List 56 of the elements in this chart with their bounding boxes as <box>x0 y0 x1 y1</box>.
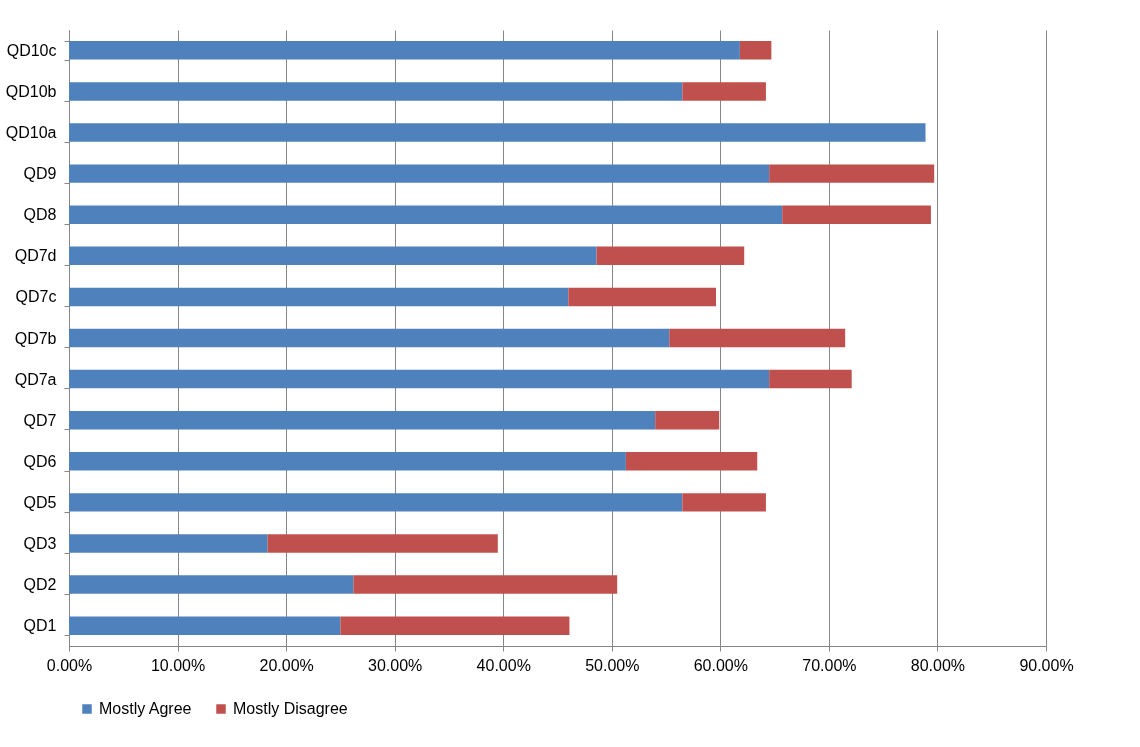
bar <box>669 328 846 348</box>
x-tick-label: 60.00% <box>693 656 748 674</box>
y-tick-label: QD7b <box>14 329 57 347</box>
y-tick-label: QD3 <box>23 534 57 552</box>
bar <box>769 164 935 183</box>
bar <box>739 41 772 60</box>
x-tick-label: 90.00% <box>1019 656 1074 674</box>
bar <box>69 123 926 142</box>
bar <box>267 534 498 553</box>
bar <box>69 493 683 512</box>
bar <box>69 616 341 635</box>
y-tick-label: QD8 <box>23 206 57 224</box>
x-tick-label: 80.00% <box>910 656 966 674</box>
bar <box>69 328 670 348</box>
bar <box>69 575 354 594</box>
x-tick-label: 70.00% <box>802 656 857 674</box>
legend-label: Mostly Agree <box>99 700 192 717</box>
bar <box>655 410 720 430</box>
y-tick-label: QD9 <box>23 165 57 183</box>
y-tick-label: QD10a <box>5 124 57 142</box>
x-tick-label: 10.00% <box>150 656 206 674</box>
y-tick-label: QD10c <box>6 41 57 59</box>
bar <box>596 246 745 266</box>
bar <box>69 410 656 430</box>
bar <box>69 534 268 553</box>
x-tick-label: 50.00% <box>585 656 640 674</box>
bar <box>69 287 569 307</box>
bar <box>353 575 618 594</box>
legend-label: Mostly Disagree <box>233 700 348 717</box>
y-tick-label: QD2 <box>23 576 57 594</box>
y-tick-label: QD1 <box>23 617 57 635</box>
bar <box>682 82 766 101</box>
x-tick-label: 30.00% <box>368 656 423 674</box>
bar <box>769 369 852 389</box>
bar <box>69 246 597 266</box>
bar <box>69 205 783 224</box>
y-tick-label: QD10b <box>5 82 57 100</box>
y-tick-label: QD6 <box>23 452 57 470</box>
y-tick-label: QD7 <box>23 411 57 429</box>
bar <box>625 452 758 471</box>
bar <box>568 287 716 307</box>
y-tick-label: QD7d <box>14 247 57 265</box>
bar <box>69 164 770 183</box>
bar <box>782 205 931 224</box>
y-tick-label: QD5 <box>23 493 57 511</box>
bar <box>69 369 770 389</box>
bar <box>340 616 570 635</box>
y-tick-label: QD7a <box>14 370 57 388</box>
bar <box>69 41 740 60</box>
x-tick-label: 20.00% <box>259 656 314 674</box>
bar <box>69 82 683 101</box>
y-tick-label: QD7c <box>15 288 57 306</box>
x-tick-label: 0.00% <box>46 656 93 674</box>
x-tick-label: 40.00% <box>476 656 531 674</box>
bar <box>69 452 626 471</box>
bar <box>682 493 766 512</box>
